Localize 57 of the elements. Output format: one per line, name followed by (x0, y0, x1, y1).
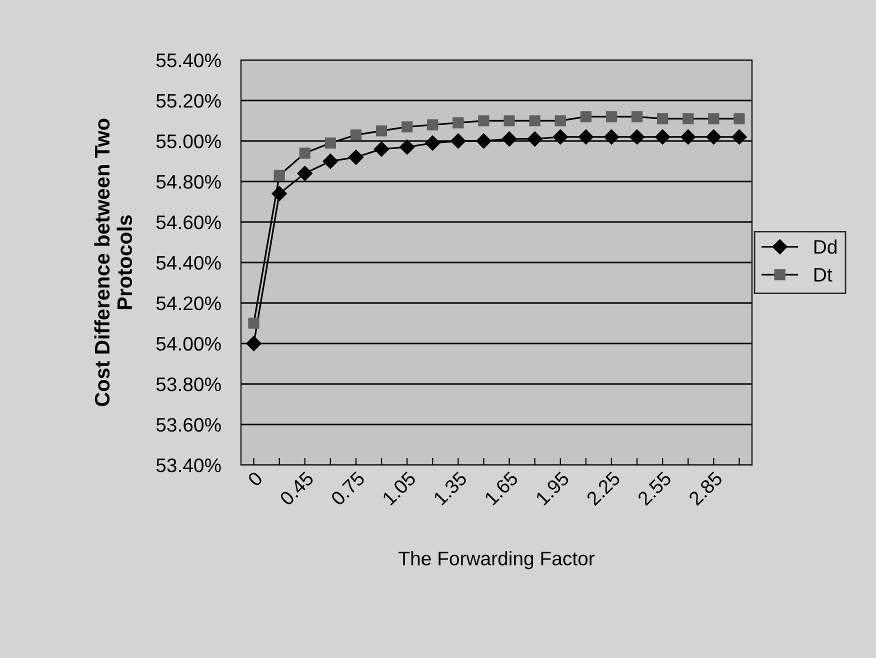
y-tick-label: 53.80% (156, 377, 221, 392)
y-tick-label: 54.40% (156, 256, 221, 270)
y-tick-label: 53.60% (156, 418, 221, 432)
point (402, 121, 413, 132)
point (274, 170, 285, 181)
point (580, 111, 592, 122)
point (476, 133, 492, 149)
y-tick-label: 54.00% (156, 336, 221, 351)
x-tick-label: 0.75 (330, 470, 366, 506)
point (552, 129, 568, 145)
legend-label: Dd (814, 240, 836, 254)
point (322, 154, 338, 169)
y-tick-label: 54.60% (156, 215, 221, 230)
point (604, 129, 620, 145)
point (297, 166, 312, 181)
legend-label: Dt (814, 268, 832, 282)
y-tick-label: 54.80% (156, 174, 221, 189)
point (450, 133, 466, 149)
point (425, 135, 440, 151)
point (248, 318, 260, 329)
point (452, 117, 464, 128)
point (554, 115, 566, 126)
point (529, 115, 540, 126)
y-tick-label: 55.40% (156, 53, 221, 68)
point (400, 140, 415, 155)
y-axis-title: Cost Difference between Two Protocols (94, 118, 132, 406)
point (376, 125, 388, 136)
point (502, 131, 517, 147)
y-tick-label: 55.20% (156, 94, 221, 108)
point (246, 336, 262, 352)
point (374, 142, 390, 157)
point (631, 111, 643, 122)
y-tick-label: 55.00% (156, 134, 221, 148)
point (606, 111, 618, 122)
x-tick-label: 0 (247, 470, 264, 488)
point (657, 113, 668, 124)
point (629, 129, 645, 145)
point (682, 113, 694, 124)
y-tick-label: 54.20% (156, 296, 221, 310)
point (299, 148, 310, 159)
point (504, 115, 515, 126)
x-tick-label: 0.45 (279, 470, 314, 506)
point (734, 113, 745, 124)
point (655, 129, 670, 145)
point (578, 129, 594, 145)
point (706, 129, 722, 145)
point (680, 129, 696, 145)
y-tick-label: 53.40% (156, 458, 221, 472)
point (350, 129, 362, 140)
point (427, 119, 438, 130)
point (527, 131, 542, 147)
point (708, 113, 720, 124)
point (324, 137, 336, 149)
point (478, 115, 490, 126)
point (732, 129, 747, 145)
x-axis-title: The Forwarding Factor (398, 551, 595, 570)
point (348, 150, 364, 165)
